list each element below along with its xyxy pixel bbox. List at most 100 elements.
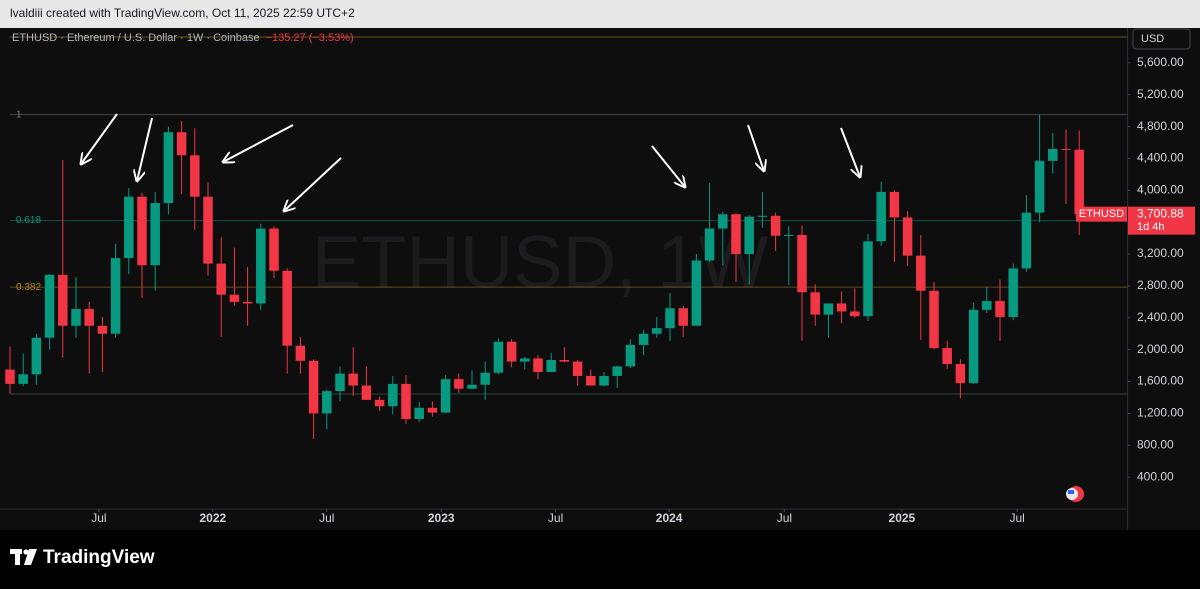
y-tick-label: 3,200.00	[1137, 246, 1184, 260]
candle-body	[203, 196, 213, 264]
candle-body	[1008, 268, 1018, 318]
candle-body	[823, 303, 834, 315]
candle-body	[968, 309, 979, 384]
candle-body	[665, 308, 675, 329]
candle-body	[942, 348, 952, 365]
candle-body	[810, 292, 820, 315]
x-tick-label: Jul	[91, 511, 106, 525]
y-tick-label: 800.00	[1137, 437, 1174, 451]
candle-body	[163, 132, 174, 204]
candle-body	[625, 344, 636, 367]
candle-body	[150, 203, 160, 266]
candle-body	[71, 309, 81, 326]
x-tick-label: 2025	[889, 511, 916, 525]
y-tick-label: 2,000.00	[1137, 342, 1184, 356]
y-tick-label: 1,200.00	[1137, 406, 1184, 420]
candle-body	[414, 407, 424, 419]
fib-level-label: 0.382	[16, 282, 41, 293]
candle-body	[124, 196, 134, 259]
candle-body	[1021, 212, 1032, 269]
candle-body	[137, 196, 147, 266]
candle-body	[308, 360, 319, 414]
candle-body	[863, 241, 873, 317]
candle-body	[586, 375, 596, 386]
y-tick-label: 2,400.00	[1137, 310, 1184, 324]
candle-body	[652, 328, 662, 334]
x-tick-label: Jul	[1009, 511, 1024, 525]
y-tick-label: 4,400.00	[1137, 151, 1184, 165]
candle-body	[97, 325, 108, 334]
brand-logo	[10, 549, 37, 565]
candle-body	[902, 217, 913, 256]
candle-body	[889, 191, 900, 218]
candle-body	[546, 360, 556, 372]
y-tick-label: 2,800.00	[1137, 278, 1184, 292]
y-tick-label: 1,600.00	[1137, 374, 1184, 388]
candle-body	[916, 255, 926, 291]
candle-body	[18, 374, 28, 384]
candle-body	[876, 191, 886, 242]
candle-body	[559, 360, 570, 362]
candle-body	[850, 311, 860, 317]
candle-body	[256, 228, 266, 304]
candle-body	[58, 274, 68, 326]
candle-body	[348, 373, 358, 386]
candle-body	[704, 228, 715, 261]
candle-body	[1061, 148, 1071, 150]
y-tick-label: 5,600.00	[1137, 55, 1184, 69]
candle-body	[5, 369, 15, 384]
annotation-arrows	[81, 113, 860, 211]
x-tick-label: 2023	[428, 511, 455, 525]
currency-label: USD	[1141, 33, 1164, 45]
candle-body	[242, 301, 253, 304]
candle-body	[84, 309, 94, 326]
candle-body	[678, 308, 688, 326]
symbol-title: ETHUSD · Ethereum / U.S. Dollar · 1W · C…	[12, 32, 260, 44]
candle-body	[401, 383, 411, 419]
candle-body	[744, 216, 754, 255]
candle-body	[520, 358, 530, 362]
countdown-label: 1d 4h	[1137, 221, 1165, 233]
candle-body	[784, 234, 794, 236]
candle-body	[691, 260, 702, 326]
fib-level-label: 1	[16, 109, 22, 120]
last-price-box	[1128, 206, 1195, 235]
candle-body	[533, 358, 543, 372]
candle-body	[572, 361, 583, 376]
candle-body	[322, 391, 332, 414]
candle-body	[374, 399, 385, 407]
candle-body	[176, 132, 187, 156]
y-tick-label: 4,800.00	[1137, 119, 1184, 133]
candle-body	[599, 375, 609, 386]
candle-body	[282, 270, 292, 346]
candle-body	[770, 215, 781, 236]
chart-area	[0, 28, 1200, 530]
fib-level-label: 0.618	[16, 215, 41, 226]
header-bar	[0, 0, 1200, 28]
candle-body	[295, 345, 306, 361]
candle-body	[335, 373, 345, 392]
price-change: −135.27 (−3.53%)	[266, 32, 354, 44]
brand-name: TradingView	[43, 547, 155, 568]
x-tick-label: 2022	[199, 511, 226, 525]
candle-body	[836, 303, 847, 312]
x-tick-label: 2024	[656, 511, 683, 525]
candle-body	[493, 341, 504, 373]
candle-body	[955, 364, 966, 384]
candle-body	[427, 407, 438, 413]
candle-body	[216, 263, 226, 295]
flag-icon	[1066, 486, 1084, 502]
y-tick-label: 5,200.00	[1137, 87, 1184, 101]
currency-button[interactable]	[1132, 28, 1191, 50]
candle-body	[797, 234, 807, 293]
x-tick-label: Jul	[319, 511, 334, 525]
candle-body	[757, 215, 768, 217]
last-price-label: 3,700.88	[1137, 206, 1184, 220]
candle-body	[982, 301, 992, 310]
candle-body	[269, 228, 279, 271]
y-tick-label: 400.00	[1137, 469, 1174, 483]
candle-body	[31, 337, 42, 375]
candle-body	[718, 214, 728, 229]
candle-body	[995, 301, 1005, 318]
